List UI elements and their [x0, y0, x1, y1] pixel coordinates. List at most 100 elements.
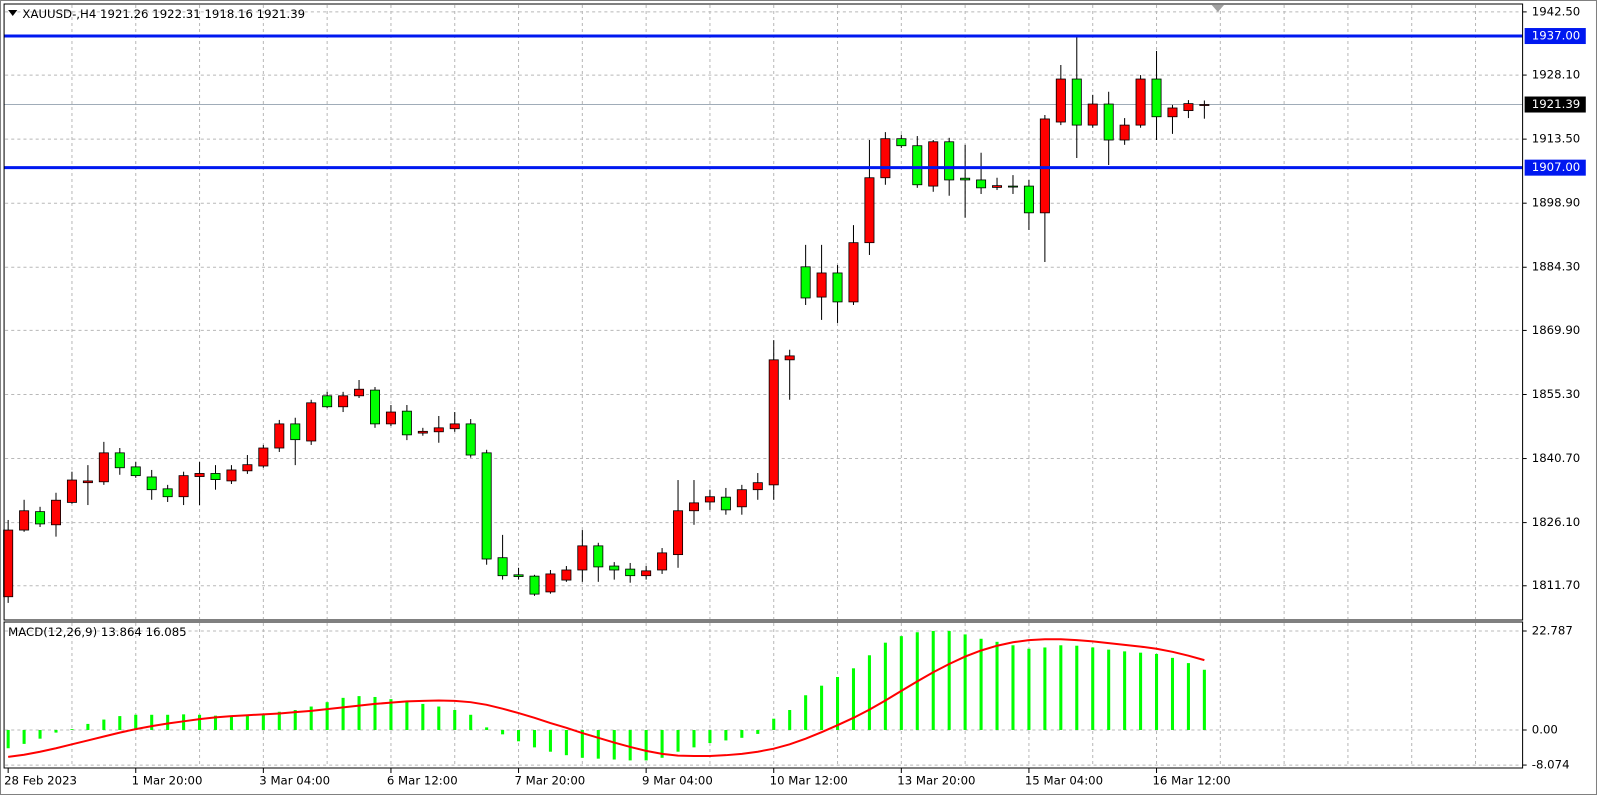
- macd-bar: [788, 710, 792, 730]
- macd-bar: [931, 630, 935, 730]
- x-tick-label: 9 Mar 04:00: [642, 774, 713, 788]
- macd-bar: [867, 655, 871, 730]
- macd-bar: [628, 729, 632, 761]
- macd-bar: [756, 729, 760, 734]
- candle-body: [449, 423, 460, 430]
- macd-bar: [277, 711, 281, 730]
- candle-body: [609, 565, 620, 571]
- candle-body: [1135, 78, 1146, 126]
- x-tick-label: 3 Mar 04:00: [259, 774, 330, 788]
- candle-body: [1151, 78, 1162, 118]
- candle-body: [848, 242, 859, 303]
- y-tick-label: 1884.30: [1532, 260, 1580, 274]
- candle-body: [1007, 185, 1018, 188]
- y-tick-label: -8.074: [1532, 758, 1570, 772]
- x-tick-label: 28 Feb 2023: [4, 774, 77, 788]
- macd-bar: [724, 729, 728, 741]
- candle-body: [162, 488, 173, 498]
- macd-bar: [1154, 653, 1159, 730]
- candle-body: [1023, 185, 1034, 214]
- y-tick-label: 1928.10: [1532, 68, 1580, 82]
- candle-body: [401, 410, 412, 436]
- candle-body: [816, 272, 827, 298]
- candle-body: [896, 138, 907, 147]
- macd-bar: [1059, 645, 1063, 730]
- signal-line: [8, 638, 1205, 758]
- candle-body: [561, 569, 572, 581]
- y-tick-label: 1826.10: [1532, 515, 1580, 529]
- candle-body: [912, 145, 923, 186]
- macd-bar: [70, 729, 74, 730]
- macd-bar: [772, 718, 776, 730]
- macd-bar: [517, 729, 521, 742]
- level-label: 1907.00: [1532, 160, 1580, 174]
- candle-body: [1039, 118, 1050, 214]
- candle-body: [35, 511, 46, 525]
- macd-panel-frame: [3, 621, 1524, 769]
- current-price-tag: [1524, 96, 1586, 113]
- price-header: XAUUSD-,H4 1921.26 1922.31 1918.16 1921.…: [22, 7, 305, 21]
- current-price-label: 1921.39: [1532, 97, 1580, 111]
- macd-bar: [453, 710, 457, 730]
- candle-body: [752, 482, 763, 491]
- macd-bar: [293, 710, 297, 730]
- macd-bar: [325, 702, 329, 730]
- symbol-title: XAUUSD-,H4: [22, 7, 96, 21]
- candle-body: [832, 272, 843, 303]
- candle-body: [497, 557, 508, 577]
- candle-body: [114, 452, 125, 469]
- macd-bar: [1091, 647, 1095, 730]
- macd-bar: [437, 706, 441, 730]
- candle-body: [354, 388, 365, 397]
- candle-body: [992, 185, 1003, 188]
- candle-body: [864, 177, 875, 244]
- macd-bar: [198, 714, 202, 730]
- macd-bar: [1186, 663, 1190, 730]
- candle-body: [545, 573, 556, 593]
- header-open: 1921.26: [100, 7, 148, 21]
- candle-body: [928, 141, 939, 187]
- candle-body: [481, 452, 492, 560]
- y-tick-label: 1855.30: [1532, 387, 1580, 401]
- macd-bar: [1011, 645, 1015, 730]
- macd-bar: [1043, 647, 1047, 730]
- header-high: 1922.31: [152, 7, 200, 21]
- x-tick-label: 15 Mar 04:00: [1025, 774, 1103, 788]
- macd-bar: [947, 630, 951, 730]
- candle-body: [433, 427, 444, 433]
- macd-bar: [6, 729, 10, 749]
- candle-body: [577, 545, 588, 571]
- macd-bar: [469, 714, 473, 730]
- macd-bar: [1075, 645, 1079, 730]
- macd-bar: [421, 703, 425, 730]
- candle-body: [1087, 103, 1098, 126]
- macd-bar: [1202, 669, 1206, 730]
- macd-bar: [660, 729, 664, 758]
- header-arrow: [8, 10, 18, 16]
- candle-body: [880, 138, 891, 179]
- macd-bar: [22, 729, 26, 744]
- macd-bar: [1107, 649, 1111, 730]
- candle-body: [66, 479, 77, 503]
- candle-body: [704, 496, 715, 503]
- candle-body: [178, 475, 189, 498]
- candle-body: [370, 389, 380, 425]
- macd-bar: [150, 714, 154, 730]
- candle-body: [657, 552, 668, 571]
- candle-body: [768, 359, 779, 486]
- candle-body: [593, 545, 604, 568]
- signal-value: 16.085: [146, 625, 187, 639]
- macd-bar: [501, 729, 505, 735]
- candle-body: [784, 355, 795, 361]
- macd-bar: [580, 729, 584, 758]
- candle-body: [1199, 104, 1210, 106]
- macd-bar: [1170, 657, 1175, 730]
- y-tick-label: 1898.90: [1532, 196, 1580, 210]
- candle-body: [226, 469, 237, 482]
- header-close: 1921.39: [257, 7, 305, 21]
- x-tick-label: 7 Mar 20:00: [514, 774, 585, 788]
- macd-bar: [166, 714, 170, 730]
- chart-shift-marker: [1211, 5, 1224, 12]
